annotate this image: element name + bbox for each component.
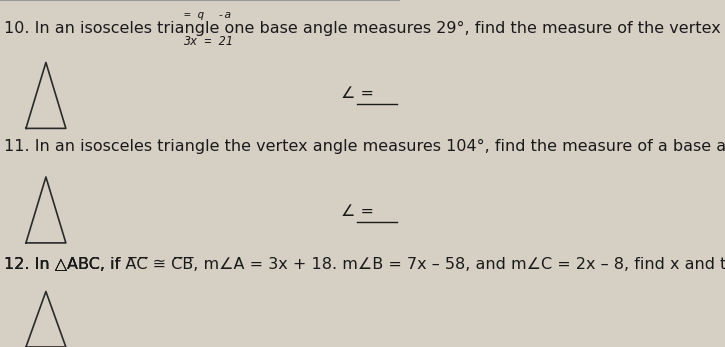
Text: ∠ =: ∠ = xyxy=(341,204,374,219)
Text: 10. In an isosceles triangle one base angle measures 29°, find the measure of th: 10. In an isosceles triangle one base an… xyxy=(4,21,725,36)
Text: ∠ =: ∠ = xyxy=(341,86,374,101)
Text: 11. In an isosceles triangle the vertex angle measures 104°, find the measure of: 11. In an isosceles triangle the vertex … xyxy=(4,139,725,154)
Text: 12. In △ABC, if: 12. In △ABC, if xyxy=(4,257,125,272)
Text: = q  -a: = q -a xyxy=(184,10,231,20)
Text: 12. In △ABC, if A̅C̅ ≅ C̅B̅, m∠A = 3x + 18. m∠B = 7x – 58, and m∠C = 2x – 8, fin: 12. In △ABC, if A̅C̅ ≅ C̅B̅, m∠A = 3x + … xyxy=(4,257,725,272)
Text: 12. In △ABC, if: 12. In △ABC, if xyxy=(4,257,125,272)
Text: 3x = 21: 3x = 21 xyxy=(183,35,233,48)
